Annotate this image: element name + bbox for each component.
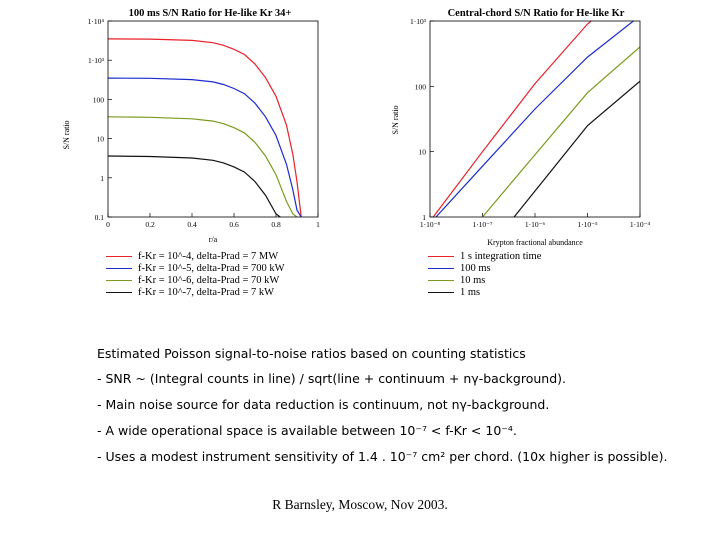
legend-entry: f-Kr = 10^-7, delta-Prad = 7 kW bbox=[106, 286, 285, 298]
x-tick-label: 1·10⁻⁶ bbox=[525, 220, 546, 229]
series-line-0 bbox=[108, 38, 302, 217]
legend-label: 1 ms bbox=[460, 286, 481, 298]
legend-entry: 100 ms bbox=[428, 262, 541, 274]
legend-swatch bbox=[106, 291, 132, 293]
y-tick-label: 10 bbox=[419, 148, 427, 157]
legend-label: 10 ms bbox=[460, 274, 486, 286]
legend-entry: f-Kr = 10^-6, delta-Prad = 70 kW bbox=[106, 274, 285, 286]
x-tick-label: 1·10⁻⁷ bbox=[472, 220, 493, 229]
series-line-2 bbox=[108, 116, 298, 217]
legend-swatch bbox=[428, 291, 454, 293]
chart-left-ylabel: S/N ratio bbox=[62, 120, 71, 149]
note-line: - Uses a modest instrument sensitivity o… bbox=[97, 449, 668, 464]
legend-swatch bbox=[428, 267, 454, 269]
footer-credit: R Barnsley, Moscow, Nov 2003. bbox=[272, 497, 448, 512]
series-line-1 bbox=[435, 21, 635, 217]
series-line-3 bbox=[513, 80, 640, 217]
chart-left-frame bbox=[107, 20, 319, 218]
chart-right-ylabel: S/N ratio bbox=[391, 105, 400, 134]
y-tick-label: 100 bbox=[93, 95, 105, 104]
series-line-0 bbox=[432, 21, 593, 217]
note-line: - SNR ~ (Integral counts in line) / sqrt… bbox=[97, 371, 566, 386]
series-line-2 bbox=[482, 46, 640, 217]
legend-label: 1 s integration time bbox=[460, 250, 542, 262]
notes-block: Estimated Poisson signal-to-noise ratios… bbox=[97, 346, 667, 475]
x-tick-label: 1·10⁻⁵ bbox=[577, 220, 598, 229]
chart-left: 100 ms S/N Ratio for He-like Kr 34+ S/N … bbox=[62, 8, 320, 244]
legend-label: f-Kr = 10^-5, delta-Prad = 700 kW bbox=[138, 262, 285, 274]
x-tick-label: 0.6 bbox=[229, 220, 239, 229]
series-line-1 bbox=[108, 77, 302, 217]
chart-left-title: 100 ms S/N Ratio for He-like Kr 34+ bbox=[129, 8, 292, 19]
legend-label: f-Kr = 10^-7, delta-Prad = 7 kW bbox=[138, 286, 275, 298]
legend-swatch bbox=[428, 255, 454, 257]
legend-entry: 1 ms bbox=[428, 286, 541, 298]
y-tick-label: 10 bbox=[97, 135, 105, 144]
x-tick-label: 0.2 bbox=[145, 220, 155, 229]
legend-entry: f-Kr = 10^-5, delta-Prad = 700 kW bbox=[106, 262, 285, 274]
chart-right-frame bbox=[429, 20, 641, 218]
y-tick-label: 100 bbox=[415, 82, 427, 91]
x-tick-label: 1·10⁻⁴ bbox=[630, 220, 651, 229]
legend-entry: 10 ms bbox=[428, 274, 541, 286]
chart-left-xlabel: r/a bbox=[209, 235, 218, 244]
x-tick-label: 0.8 bbox=[271, 220, 281, 229]
legend-swatch bbox=[106, 255, 132, 257]
legend-label: 100 ms bbox=[460, 262, 491, 274]
legend-label: f-Kr = 10^-4, delta-Prad = 7 MW bbox=[138, 250, 279, 262]
x-tick-label: 1 bbox=[316, 220, 320, 229]
note-line: - Main noise source for data reduction i… bbox=[97, 397, 550, 412]
y-tick-label: 1 bbox=[100, 174, 104, 183]
chart-right-xlabel: Krypton fractional abundance bbox=[487, 238, 583, 247]
x-tick-label: 1·10⁻⁸ bbox=[420, 220, 441, 229]
legend-entry: f-Kr = 10^-4, delta-Prad = 7 MW bbox=[106, 250, 285, 262]
chart-right: Central-chord S/N Ratio for He-like Kr S… bbox=[391, 8, 651, 247]
chart-right-legend: 1 s integration time 100 ms 10 ms 1 ms bbox=[428, 250, 541, 298]
legend-swatch bbox=[106, 279, 132, 281]
x-tick-label: 0 bbox=[106, 220, 110, 229]
legend-label: f-Kr = 10^-6, delta-Prad = 70 kW bbox=[138, 274, 280, 286]
y-tick-label: 0.1 bbox=[95, 213, 105, 222]
x-tick-label: 0.4 bbox=[187, 220, 197, 229]
y-tick-label: 1·10⁴ bbox=[88, 17, 105, 26]
legend-swatch bbox=[428, 279, 454, 281]
notes-heading: Estimated Poisson signal-to-noise ratios… bbox=[97, 346, 526, 361]
legend-swatch bbox=[106, 267, 132, 269]
y-tick-label: 1 bbox=[422, 213, 426, 222]
y-tick-label: 1·10³ bbox=[88, 56, 105, 65]
y-tick-label: 1·10³ bbox=[410, 17, 427, 26]
series-line-3 bbox=[108, 155, 281, 217]
legend-entry: 1 s integration time bbox=[428, 250, 541, 262]
chart-left-legend: f-Kr = 10^-4, delta-Prad = 7 MW f-Kr = 10… bbox=[106, 250, 285, 298]
note-line: - A wide operational space is available … bbox=[97, 423, 517, 438]
chart-right-title: Central-chord S/N Ratio for He-like Kr bbox=[448, 8, 625, 19]
